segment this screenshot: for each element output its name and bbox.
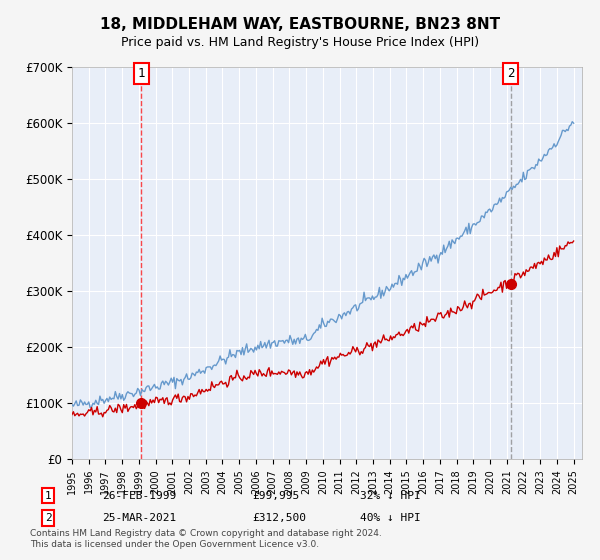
Text: 2: 2 bbox=[44, 513, 52, 523]
Text: 26-FEB-1999: 26-FEB-1999 bbox=[102, 491, 176, 501]
Text: £99,995: £99,995 bbox=[252, 491, 299, 501]
Text: Contains HM Land Registry data © Crown copyright and database right 2024.
This d: Contains HM Land Registry data © Crown c… bbox=[30, 529, 382, 549]
Text: 32% ↓ HPI: 32% ↓ HPI bbox=[360, 491, 421, 501]
Text: 25-MAR-2021: 25-MAR-2021 bbox=[102, 513, 176, 523]
Text: Price paid vs. HM Land Registry's House Price Index (HPI): Price paid vs. HM Land Registry's House … bbox=[121, 36, 479, 49]
Text: 18, MIDDLEHAM WAY, EASTBOURNE, BN23 8NT: 18, MIDDLEHAM WAY, EASTBOURNE, BN23 8NT bbox=[100, 17, 500, 32]
Text: 1: 1 bbox=[44, 491, 52, 501]
Text: 1: 1 bbox=[137, 67, 145, 80]
Text: £312,500: £312,500 bbox=[252, 513, 306, 523]
Text: 40% ↓ HPI: 40% ↓ HPI bbox=[360, 513, 421, 523]
Text: 2: 2 bbox=[507, 67, 514, 80]
